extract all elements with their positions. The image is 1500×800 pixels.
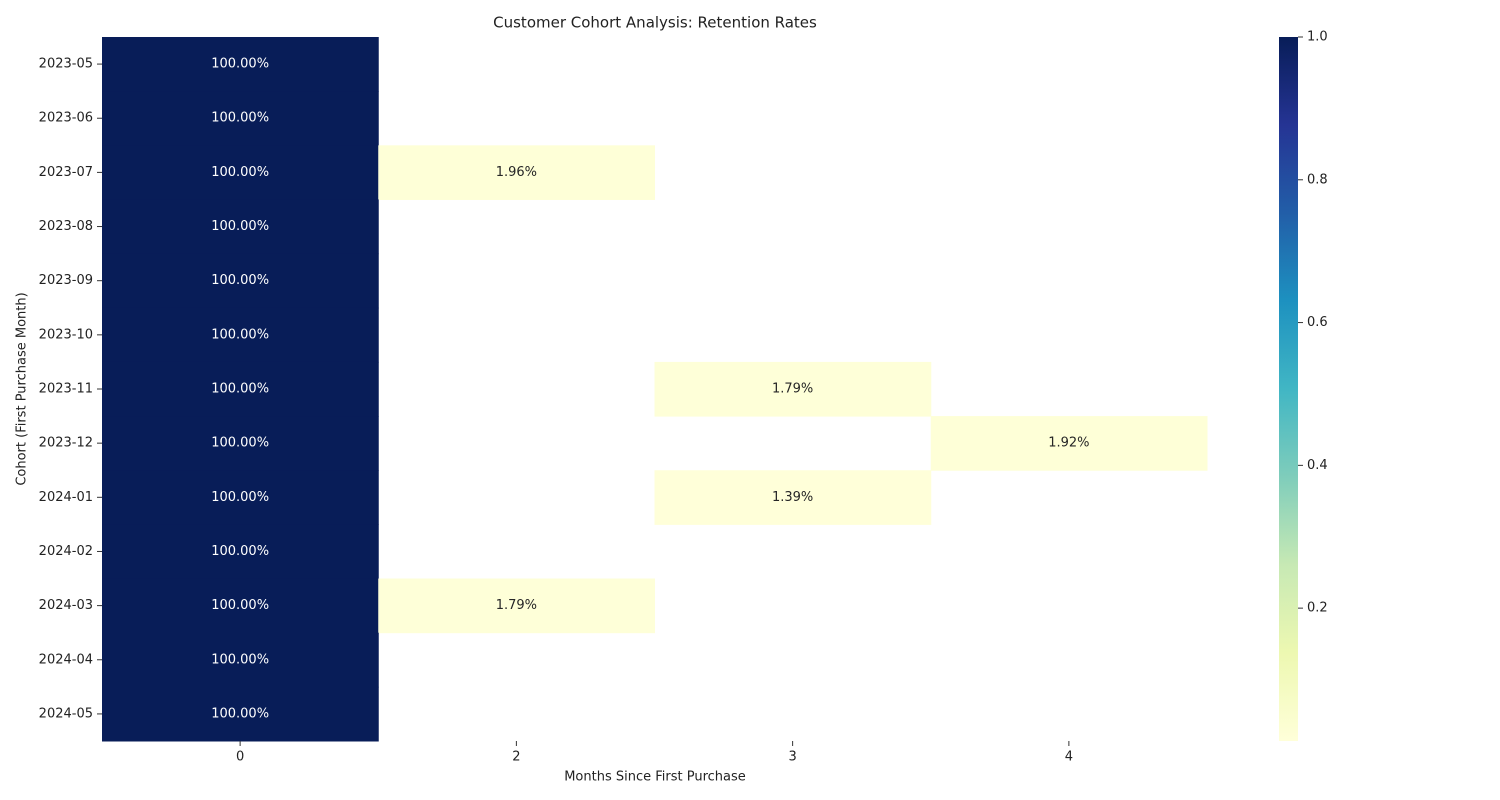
y-tick-label: 2023-09 <box>39 273 93 288</box>
x-tick-label: 3 <box>788 750 796 765</box>
heatmap-cell <box>102 145 379 200</box>
chart-title: Customer Cohort Analysis: Retention Rate… <box>493 14 817 32</box>
y-tick-label: 2024-04 <box>39 652 93 667</box>
heatmap-cell <box>102 361 379 417</box>
cell-label: 1.92% <box>1048 436 1089 451</box>
colorbar-tick-label: 1.0 <box>1307 30 1328 45</box>
cell-label: 100.00% <box>211 111 269 126</box>
cell-label: 100.00% <box>211 165 269 180</box>
heatmap-cell <box>102 416 379 471</box>
colorbar-tick-label: 0.2 <box>1307 601 1328 616</box>
cell-label: 100.00% <box>211 327 269 342</box>
heatmap-cell <box>654 470 932 525</box>
colorbar-tick-label: 0.8 <box>1307 172 1328 187</box>
cell-label: 1.39% <box>772 490 813 505</box>
heatmap-cell <box>102 686 379 742</box>
y-tick-label: 2023-10 <box>39 327 93 342</box>
heatmap-cell <box>102 91 379 146</box>
colorbar-tick-label: 0.6 <box>1307 315 1328 330</box>
cell-label: 1.79% <box>772 382 813 397</box>
heatmap-cell <box>102 632 379 688</box>
heatmap-cell <box>930 416 1208 471</box>
heatmap-cell <box>102 199 379 255</box>
cell-label: 100.00% <box>211 273 269 288</box>
y-tick-label: 2024-02 <box>39 544 93 559</box>
y-tick-label: 2023-06 <box>39 111 93 126</box>
colorbar-tick-label: 0.4 <box>1307 458 1328 473</box>
heatmap-cell <box>378 145 655 200</box>
heatmap-cell <box>102 253 379 309</box>
y-tick-label: 2023-11 <box>39 382 93 397</box>
cell-label: 100.00% <box>211 57 269 72</box>
cell-label: 100.00% <box>211 652 269 667</box>
y-tick-label: 2023-07 <box>39 165 93 180</box>
cell-label: 100.00% <box>211 598 269 613</box>
heatmap-cell <box>378 578 655 634</box>
cell-label: 100.00% <box>211 219 269 234</box>
cell-label: 100.00% <box>211 544 269 559</box>
heatmap-cell <box>102 37 379 92</box>
y-tick-label: 2023-08 <box>39 219 93 234</box>
y-tick-label: 2024-01 <box>39 490 93 505</box>
y-tick-label: 2023-05 <box>39 57 93 72</box>
cell-label: 1.79% <box>496 598 537 613</box>
cell-label: 100.00% <box>211 706 269 721</box>
x-tick-label: 0 <box>236 750 244 765</box>
cell-label: 100.00% <box>211 490 269 505</box>
x-tick-label: 4 <box>1065 750 1073 765</box>
heatmap-cell <box>654 361 932 417</box>
colorbar <box>1279 37 1298 741</box>
heatmap-cell <box>102 578 379 634</box>
heatmap-cell <box>102 524 379 580</box>
cell-label: 1.96% <box>496 165 537 180</box>
x-axis-label: Months Since First Purchase <box>564 770 746 785</box>
x-tick-label: 2 <box>512 750 520 765</box>
y-tick-label: 2023-12 <box>39 436 93 451</box>
heatmap-cell <box>102 307 379 363</box>
heatmap-cell <box>102 470 379 525</box>
y-tick-label: 2024-05 <box>39 706 93 721</box>
y-axis-label: Cohort (First Purchase Month) <box>15 292 30 485</box>
cell-label: 100.00% <box>211 382 269 397</box>
y-tick-label: 2024-03 <box>39 598 93 613</box>
cell-label: 100.00% <box>211 436 269 451</box>
